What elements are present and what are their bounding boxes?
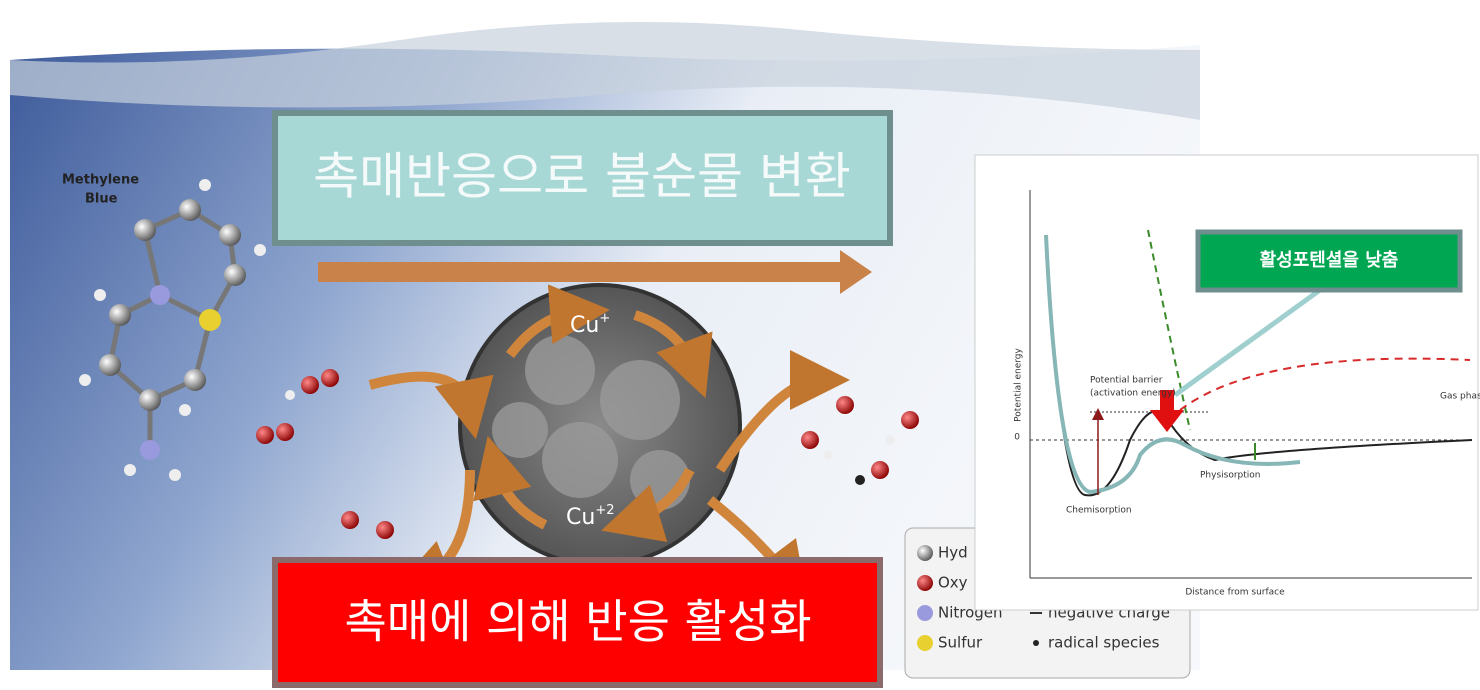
legend-swatch bbox=[917, 605, 933, 621]
callout-text: 활성포텐셜을 낮춤 bbox=[1260, 250, 1399, 271]
cu-base: Cu bbox=[570, 313, 599, 338]
conversion-arrow bbox=[318, 250, 872, 294]
cu-sup: + bbox=[599, 311, 610, 326]
gas-label: Gas phase bbox=[1440, 392, 1480, 402]
molecule-label: Methylene bbox=[62, 173, 139, 188]
cu-base: Cu bbox=[566, 505, 595, 530]
barrier-label: Potential barrier bbox=[1090, 376, 1163, 386]
chemisorption-label: Chemisorption bbox=[1066, 506, 1132, 516]
legend-swatch bbox=[917, 575, 933, 591]
molecule-label: Blue bbox=[85, 192, 118, 207]
legend-item: Oxy bbox=[938, 574, 968, 592]
top-box-text: 촉매반응으로 불순물 변환 bbox=[313, 148, 851, 206]
barrier-label: (activation energy) bbox=[1090, 389, 1176, 399]
cu-label: Cu+ bbox=[570, 311, 610, 339]
legend-item: Sulfur bbox=[938, 634, 983, 652]
cu-label: Cu+2 bbox=[566, 503, 614, 531]
zero-label: 0 bbox=[1014, 433, 1020, 443]
cu-sup: +2 bbox=[595, 503, 614, 518]
inset-panel bbox=[974, 154, 1479, 611]
callout-line bbox=[1173, 287, 1322, 398]
bottom-box bbox=[272, 557, 883, 688]
legend-symbol bbox=[1033, 640, 1039, 646]
physisorption-curve bbox=[1147, 229, 1191, 431]
energy-curve bbox=[1045, 234, 1473, 497]
legend-swatch bbox=[917, 545, 933, 561]
water-wave bbox=[10, 22, 1200, 120]
legend-swatch bbox=[917, 635, 933, 651]
callout-box bbox=[1195, 229, 1463, 293]
barrier-arrow-head bbox=[1092, 408, 1104, 420]
inset-x-label: Distance from surface bbox=[1185, 588, 1285, 598]
methylene-blue-molecule bbox=[79, 179, 266, 481]
top-box bbox=[272, 110, 893, 246]
inset-y-label: Potential energy bbox=[1014, 348, 1024, 422]
bottom-box-text: 촉매에 의해 반응 활성화 bbox=[344, 595, 811, 649]
lowering-arrow bbox=[1150, 390, 1184, 432]
legend-item: Hyd bbox=[938, 544, 968, 562]
lowered-curve bbox=[1044, 234, 1301, 495]
legend-note: radical species bbox=[1048, 634, 1160, 652]
physisorption-label: Physisorption bbox=[1200, 471, 1261, 481]
